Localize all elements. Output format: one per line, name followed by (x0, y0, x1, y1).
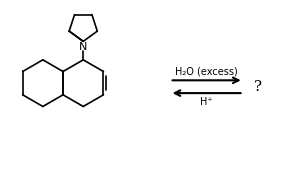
Text: N: N (79, 42, 87, 52)
Text: ?: ? (254, 80, 262, 94)
Text: H₂O (excess): H₂O (excess) (175, 67, 238, 77)
Text: H⁺: H⁺ (200, 97, 213, 107)
